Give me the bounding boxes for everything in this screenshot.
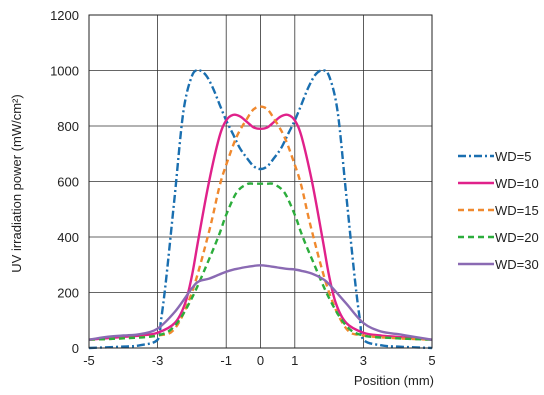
x-tick-label: 5 <box>428 353 435 368</box>
legend-label-3: WD=15 <box>495 203 539 218</box>
legend: WD=5 WD=10 WD=15 WD=20 WD=30 <box>458 149 539 272</box>
legend-label-1: WD=5 <box>495 149 531 164</box>
x-tick-label: 3 <box>360 353 367 368</box>
series-lines <box>88 69 433 350</box>
y-tick-label: 1000 <box>50 64 79 79</box>
gridlines <box>88 14 433 349</box>
y-tick-label: 0 <box>72 341 79 356</box>
y-tick-label: 600 <box>57 175 79 190</box>
plot-frame <box>88 14 433 349</box>
x-tick-label: -5 <box>83 353 95 368</box>
series-line-2 <box>88 113 433 341</box>
x-tick-label: 1 <box>291 353 298 368</box>
series-line-5 <box>88 264 433 341</box>
x-axis-title: Position (mm) <box>354 373 434 388</box>
tick-labels: -5 -3 -1 0 1 3 5 0 200 400 600 800 1000 1200 <box>50 8 436 368</box>
x-tick-label: -1 <box>220 353 232 368</box>
y-tick-label: 800 <box>57 119 79 134</box>
legend-label-4: WD=20 <box>495 230 539 245</box>
x-tick-label: 0 <box>257 353 264 368</box>
x-tick-label: -3 <box>152 353 164 368</box>
series-line-4 <box>88 182 433 341</box>
y-tick-label: 200 <box>57 286 79 301</box>
legend-label-5: WD=30 <box>495 257 539 272</box>
y-tick-label: 400 <box>57 230 79 245</box>
legend-label-2: WD=10 <box>495 176 539 191</box>
y-axis-title: UV irradiation power (mW/cm²) <box>9 94 24 272</box>
series-line-1 <box>88 69 433 350</box>
y-tick-label: 1200 <box>50 8 79 23</box>
